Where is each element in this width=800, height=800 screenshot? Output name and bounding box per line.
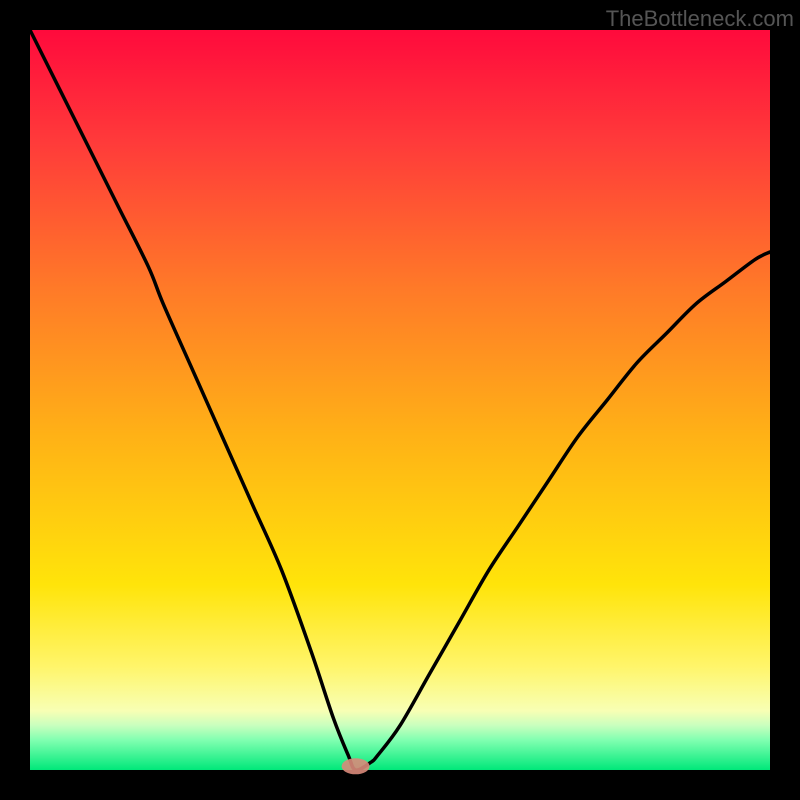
chart-frame: TheBottleneck.com [0,0,800,800]
minimum-marker [342,758,370,774]
bottleneck-curve [30,30,770,770]
watermark-text: TheBottleneck.com [606,6,794,32]
curve-overlay [0,0,800,800]
